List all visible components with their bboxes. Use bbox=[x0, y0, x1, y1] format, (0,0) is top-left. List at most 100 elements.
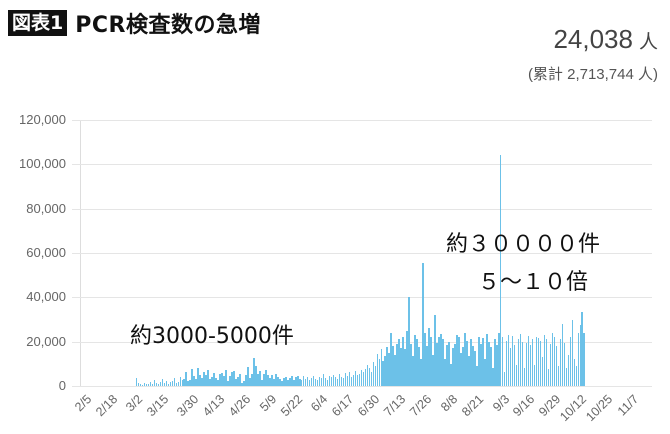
bar bbox=[265, 370, 267, 386]
bar bbox=[275, 373, 277, 386]
bar bbox=[513, 345, 516, 386]
bar bbox=[302, 376, 305, 386]
bar bbox=[527, 336, 530, 386]
bar bbox=[511, 336, 514, 386]
bar bbox=[539, 340, 542, 386]
bar bbox=[521, 341, 524, 386]
bar bbox=[543, 335, 546, 386]
bar bbox=[382, 360, 385, 386]
bar bbox=[261, 379, 263, 386]
bar bbox=[193, 376, 196, 386]
bar bbox=[458, 337, 460, 386]
y-tick-label: 80,000 bbox=[26, 200, 66, 216]
bar bbox=[426, 346, 428, 386]
bar bbox=[171, 380, 174, 386]
x-tick-label: 6/17 bbox=[329, 392, 357, 420]
x-tick-label: 3/2 bbox=[123, 392, 146, 415]
bar bbox=[225, 370, 227, 386]
bar bbox=[354, 371, 357, 386]
bar bbox=[177, 382, 180, 386]
bar bbox=[557, 366, 560, 386]
bar bbox=[460, 352, 462, 386]
bar bbox=[541, 357, 544, 386]
bar bbox=[503, 371, 506, 386]
bar bbox=[145, 384, 148, 386]
bar bbox=[139, 384, 142, 386]
bar bbox=[249, 377, 251, 386]
bar bbox=[394, 354, 397, 386]
bar bbox=[235, 379, 237, 386]
bar bbox=[571, 319, 574, 386]
bar bbox=[400, 348, 402, 386]
bar bbox=[223, 376, 225, 386]
bar bbox=[175, 382, 178, 386]
bar bbox=[165, 381, 168, 386]
bar bbox=[356, 375, 359, 386]
bar bbox=[452, 348, 454, 386]
bar bbox=[466, 340, 468, 386]
bar bbox=[362, 372, 365, 386]
bar bbox=[402, 337, 404, 386]
x-tick-label: 10/25 bbox=[583, 392, 616, 425]
bar bbox=[523, 368, 526, 386]
bar bbox=[416, 339, 418, 386]
bar bbox=[489, 347, 492, 386]
bar bbox=[531, 339, 534, 386]
bar bbox=[155, 383, 158, 386]
bar bbox=[300, 379, 303, 386]
bar bbox=[271, 375, 273, 386]
bar bbox=[493, 339, 496, 386]
bar bbox=[161, 379, 164, 386]
bar bbox=[408, 297, 410, 386]
bar bbox=[374, 366, 377, 386]
bar bbox=[396, 343, 398, 386]
gridline bbox=[72, 164, 652, 166]
x-tick-label: 6/4 bbox=[308, 392, 331, 415]
bar bbox=[282, 377, 285, 386]
x-tick-label: 5/9 bbox=[256, 392, 279, 415]
bar bbox=[549, 343, 552, 386]
bar bbox=[575, 366, 578, 386]
y-tick-label: 20,000 bbox=[26, 333, 66, 349]
gridline bbox=[72, 208, 652, 210]
bar bbox=[583, 332, 586, 386]
bar bbox=[491, 368, 494, 386]
bar bbox=[151, 383, 154, 386]
bar bbox=[476, 366, 478, 386]
gridline bbox=[72, 253, 652, 254]
bar bbox=[231, 371, 233, 386]
bar bbox=[569, 337, 572, 386]
bar bbox=[456, 335, 458, 386]
bar bbox=[191, 369, 194, 386]
bar bbox=[233, 370, 235, 386]
bar bbox=[392, 346, 395, 386]
bar bbox=[414, 335, 416, 386]
bar bbox=[537, 338, 540, 386]
bar bbox=[277, 376, 279, 386]
bar bbox=[199, 374, 201, 386]
bar bbox=[380, 349, 383, 386]
bar bbox=[157, 384, 160, 386]
bar bbox=[316, 380, 319, 386]
bar bbox=[515, 364, 518, 386]
bar bbox=[179, 377, 182, 386]
bar bbox=[143, 382, 146, 386]
bar bbox=[213, 372, 215, 386]
bar bbox=[462, 347, 464, 386]
today-unit: 人 bbox=[638, 32, 658, 53]
bar bbox=[201, 378, 203, 386]
bar bbox=[312, 376, 315, 386]
x-tick-label: 10/12 bbox=[557, 392, 590, 425]
gridline bbox=[72, 297, 652, 299]
y-tick-label: 40,000 bbox=[26, 289, 66, 305]
bar bbox=[187, 381, 190, 386]
bar bbox=[207, 370, 209, 386]
bar bbox=[243, 381, 245, 386]
bar bbox=[434, 315, 436, 386]
x-tick-label: 4/26 bbox=[225, 392, 254, 420]
bar bbox=[217, 379, 219, 386]
chart-title: PCR検査数の急増 bbox=[75, 13, 261, 38]
bar bbox=[344, 373, 347, 386]
bar bbox=[376, 353, 379, 386]
